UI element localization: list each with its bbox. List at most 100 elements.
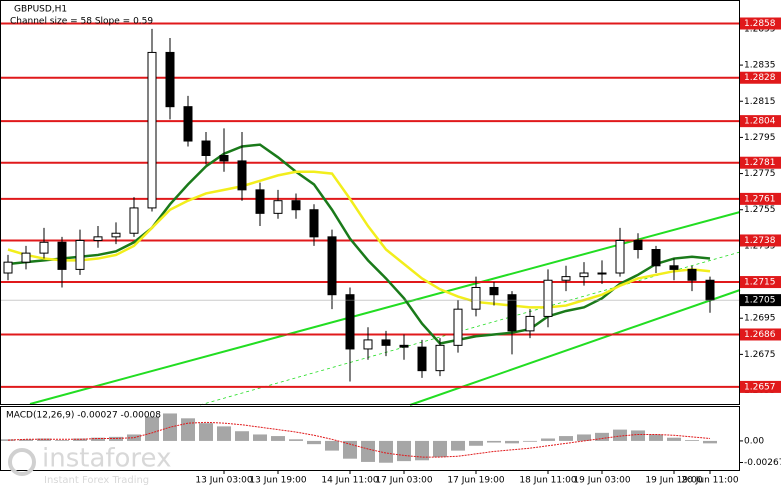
level-label-box bbox=[740, 380, 781, 393]
candle-body bbox=[597, 272, 607, 275]
macd-bar bbox=[577, 434, 591, 441]
macd-panel-frame bbox=[0, 406, 740, 471]
macd-bar bbox=[667, 437, 681, 441]
candle-body bbox=[399, 344, 409, 348]
level-label: 1.2858 bbox=[744, 19, 776, 29]
level-label-box bbox=[740, 276, 781, 289]
macd-bar bbox=[613, 429, 627, 441]
current-price-box bbox=[740, 294, 781, 307]
macd-bar bbox=[235, 431, 249, 441]
macd-bar bbox=[217, 426, 231, 441]
watermark-logo bbox=[8, 448, 36, 476]
candle-body bbox=[57, 241, 67, 270]
macd-bar bbox=[271, 436, 285, 441]
candle-body bbox=[363, 339, 373, 350]
level-label-box bbox=[740, 328, 781, 341]
candle-body bbox=[615, 239, 625, 274]
x-tick-label: 13 Jun 19:00 bbox=[249, 476, 306, 486]
macd-bar bbox=[685, 440, 699, 441]
candle-body bbox=[237, 160, 247, 191]
candle-body bbox=[579, 272, 589, 278]
candle-body bbox=[111, 232, 121, 238]
candle-body bbox=[201, 140, 211, 156]
y-tick-label: 0.00 bbox=[744, 436, 764, 446]
candle-body bbox=[705, 279, 715, 301]
candle-body bbox=[129, 207, 139, 234]
macd-title: MACD(12,26,9) -0.00027 -0.00008 bbox=[6, 411, 161, 421]
candle-body bbox=[687, 268, 697, 281]
level-label: 1.2657 bbox=[744, 382, 776, 392]
candle-body bbox=[525, 315, 535, 332]
candle-body bbox=[453, 308, 463, 346]
macd-bar bbox=[91, 437, 105, 441]
candle-body bbox=[417, 346, 427, 372]
macd-bar bbox=[703, 440, 717, 444]
level-label-box bbox=[740, 71, 781, 84]
candle-body bbox=[291, 200, 301, 211]
level-label: 1.2738 bbox=[744, 236, 776, 246]
macd-bar bbox=[433, 440, 447, 458]
candle-body bbox=[669, 265, 679, 270]
candle-body bbox=[543, 279, 553, 317]
macd-bar bbox=[361, 440, 375, 462]
macd-bar bbox=[181, 418, 195, 441]
level-label-box bbox=[740, 156, 781, 169]
macd-bar bbox=[325, 440, 339, 451]
moving-average bbox=[7, 170, 711, 309]
x-tick-label: 20 Jun 11:00 bbox=[681, 476, 738, 486]
macd-bar bbox=[199, 423, 213, 441]
x-tick-label: 17 Jun 03:00 bbox=[375, 476, 432, 486]
candle-body bbox=[381, 339, 391, 346]
candle-body bbox=[327, 236, 337, 296]
watermark-brand: instaforex bbox=[42, 444, 171, 474]
level-label: 1.2828 bbox=[744, 73, 776, 83]
candle-body bbox=[489, 286, 499, 296]
macd-bar bbox=[145, 416, 159, 441]
macd-bar bbox=[631, 430, 645, 441]
y-tick-label: 1.2795 bbox=[744, 133, 776, 143]
candle-body bbox=[273, 200, 283, 214]
macd-bar bbox=[595, 432, 609, 441]
macd-bar bbox=[451, 440, 465, 451]
candle-body bbox=[93, 236, 103, 241]
y-tick-label: 1.2755 bbox=[744, 205, 776, 215]
candle-body bbox=[39, 241, 49, 254]
macd-bar bbox=[649, 434, 663, 441]
channel-lower bbox=[409, 289, 741, 406]
macd-bar bbox=[379, 440, 393, 463]
macd-bar bbox=[397, 440, 411, 462]
candle-body bbox=[75, 239, 85, 270]
candle-body bbox=[471, 286, 481, 310]
candle-body bbox=[183, 106, 193, 142]
signal-line bbox=[7, 421, 711, 458]
macd-bar bbox=[289, 439, 303, 441]
macd-bar bbox=[253, 434, 267, 441]
level-label: 1.2715 bbox=[744, 278, 776, 288]
chart-title: GBPUSD,H1 bbox=[14, 5, 67, 15]
plot-layer bbox=[0, 22, 740, 463]
candle-body bbox=[3, 261, 13, 274]
level-label: 1.2761 bbox=[744, 194, 776, 204]
watermark: instaforex Instant Forex Trading bbox=[8, 444, 171, 486]
x-tick-label: 18 Jun 11:00 bbox=[519, 476, 576, 486]
x-tick-label: 17 Jun 19:00 bbox=[447, 476, 504, 486]
y-tick-label: 1.2835 bbox=[744, 61, 776, 71]
macd-bar bbox=[343, 440, 357, 459]
macd-bar bbox=[469, 440, 483, 446]
candle-body bbox=[633, 239, 643, 251]
candle-body bbox=[309, 209, 319, 238]
moving-average bbox=[7, 143, 711, 345]
macd-bar bbox=[307, 440, 321, 445]
y-tick-label: 1.2695 bbox=[744, 314, 776, 324]
candle-body bbox=[507, 294, 517, 332]
level-label: 1.2781 bbox=[744, 158, 776, 168]
macd-bar bbox=[19, 439, 33, 441]
macd-bar bbox=[415, 440, 429, 461]
current-price-label: 1.2705 bbox=[744, 296, 776, 306]
y-tick-label: 1.2815 bbox=[744, 97, 776, 107]
candle-body bbox=[651, 249, 661, 267]
candle-body bbox=[255, 189, 265, 214]
candle-body bbox=[165, 51, 175, 108]
macd-bar bbox=[523, 440, 537, 442]
